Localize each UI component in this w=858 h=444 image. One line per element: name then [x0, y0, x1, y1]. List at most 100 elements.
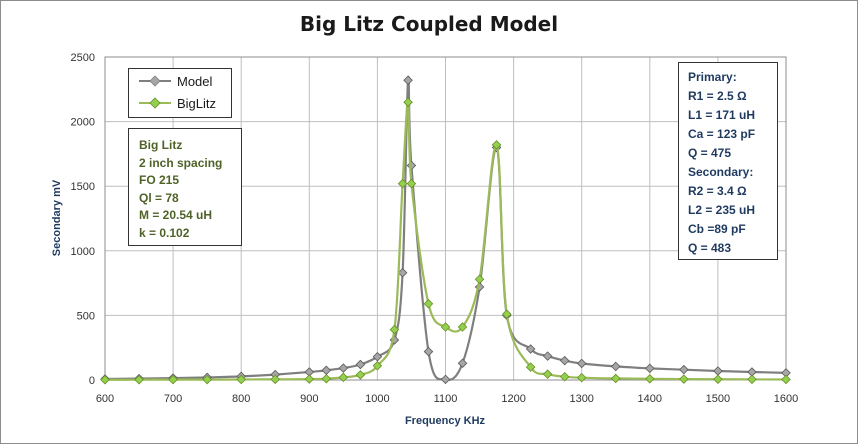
info-line: Ql = 78 — [139, 190, 179, 205]
data-point-model — [372, 351, 383, 362]
data-point-biglitz — [134, 374, 144, 385]
data-point-biglitz — [406, 178, 417, 189]
data-point-model — [406, 160, 417, 171]
info-line: FO 215 — [139, 173, 180, 188]
data-point-biglitz — [100, 374, 110, 385]
data-point-biglitz — [403, 97, 413, 107]
data-point-biglitz — [457, 322, 468, 332]
y-tick-labels: 0 500 1000 1500 2000 2500 — [71, 52, 95, 387]
info-box-parameters: Primary: R1 = 2.5 Ω L1 = 171 uH Ca = 123… — [678, 62, 778, 260]
data-point-biglitz — [502, 309, 512, 319]
data-point-model — [403, 75, 413, 86]
info-line: Cb =89 pF — [688, 222, 746, 236]
chart-title: Big Litz Coupled Model — [299, 12, 559, 36]
data-point-model — [576, 358, 587, 369]
y-tick-label: 2000 — [71, 117, 95, 129]
data-point-biglitz — [474, 274, 485, 284]
info-line: R1 = 2.5 Ω — [688, 89, 747, 103]
info-line: Ca = 123 pF — [688, 127, 756, 141]
y-tick-label: 2500 — [71, 52, 95, 64]
grid-lines — [104, 56, 787, 381]
data-point-biglitz — [423, 299, 434, 309]
x-tick-label: 700 — [164, 393, 182, 405]
data-point-model — [338, 363, 349, 373]
data-point-biglitz — [679, 374, 689, 384]
data-point-model — [423, 346, 434, 357]
x-tick-label: 1200 — [501, 393, 525, 405]
data-point-biglitz — [338, 372, 349, 383]
data-point-biglitz — [321, 373, 332, 384]
data-point-biglitz — [781, 374, 791, 385]
data-point-biglitz — [270, 374, 281, 385]
data-point-biglitz — [355, 370, 366, 380]
legend-item-model: Model — [137, 71, 212, 91]
y-tick-label: 500 — [77, 310, 95, 322]
data-point-biglitz — [559, 372, 570, 382]
series-biglitz — [100, 97, 791, 385]
info-line: k = 0.102 — [139, 225, 190, 240]
x-tick-label: 1100 — [434, 393, 458, 405]
data-point-biglitz — [389, 324, 400, 335]
data-point-model — [542, 351, 553, 361]
legend-marker-biglitz — [139, 97, 171, 109]
data-point-biglitz — [713, 374, 723, 384]
x-tick-label: 1000 — [365, 393, 389, 405]
data-point-model — [457, 358, 468, 368]
x-tick-label: 800 — [232, 393, 250, 405]
x-tick-label: 1500 — [706, 393, 730, 405]
data-point-biglitz — [397, 178, 408, 189]
info-line: R2 = 3.4 Ω — [688, 184, 747, 198]
data-point-biglitz — [645, 374, 655, 384]
info-line: M = 20.54 uH — [139, 208, 213, 223]
info-line: Q = 483 — [688, 241, 732, 255]
y-tick-label: 1000 — [71, 246, 95, 258]
x-axis-label: Frequency KHz — [405, 415, 486, 427]
y-axis-label: Secondary mV — [51, 179, 63, 256]
info-line: Big Litz — [139, 138, 183, 152]
data-point-biglitz — [168, 374, 178, 385]
legend: Model BigLitz — [128, 68, 232, 118]
legend-label-biglitz: BigLitz — [177, 95, 217, 111]
data-point-biglitz — [236, 374, 246, 385]
data-point-biglitz — [304, 374, 315, 384]
data-point-biglitz — [542, 369, 553, 379]
x-tick-label: 1400 — [638, 393, 662, 405]
x-tick-labels: 600 700 800 900 1000 1100 1200 1300 1400 1500 1600 — [96, 393, 798, 405]
info-line: L2 = 235 uH — [688, 203, 756, 217]
legend-marker-model — [139, 75, 171, 87]
x-tick-label: 1600 — [774, 393, 798, 405]
data-point-model — [713, 366, 723, 376]
data-point-model — [321, 365, 332, 376]
series-layer — [100, 75, 791, 385]
data-point-biglitz — [440, 322, 451, 332]
data-point-model — [397, 267, 408, 278]
y-tick-label: 1500 — [71, 181, 95, 193]
info-line: 2 inch spacing — [139, 155, 223, 170]
data-point-biglitz — [610, 373, 621, 384]
data-point-biglitz — [576, 372, 587, 383]
data-point-model — [679, 364, 689, 375]
data-point-biglitz — [202, 374, 212, 385]
data-point-biglitz — [525, 362, 536, 372]
info-line: Secondary: — [688, 165, 754, 179]
x-tick-label: 900 — [300, 393, 318, 405]
data-point-model — [610, 361, 621, 372]
data-point-model — [559, 355, 570, 366]
data-point-model — [355, 359, 366, 370]
y-tick-label: 0 — [89, 375, 95, 387]
data-point-model — [645, 363, 655, 374]
info-box-biglitz: Big Litz 2 inch spacing FO 215 Ql = 78 M… — [128, 128, 242, 246]
series-line-model — [104, 76, 787, 381]
info-line: Primary: — [688, 70, 737, 84]
data-point-biglitz — [372, 361, 383, 371]
x-tick-label: 600 — [96, 393, 114, 405]
x-tick-label: 1300 — [569, 393, 593, 405]
data-point-biglitz — [491, 140, 502, 150]
legend-item-biglitz: BigLitz — [137, 93, 216, 113]
info-line: L1 = 171 uH — [688, 108, 756, 122]
data-point-model — [440, 374, 451, 385]
data-point-model — [525, 344, 536, 354]
data-point-biglitz — [747, 374, 757, 385]
legend-label-model: Model — [177, 73, 213, 89]
